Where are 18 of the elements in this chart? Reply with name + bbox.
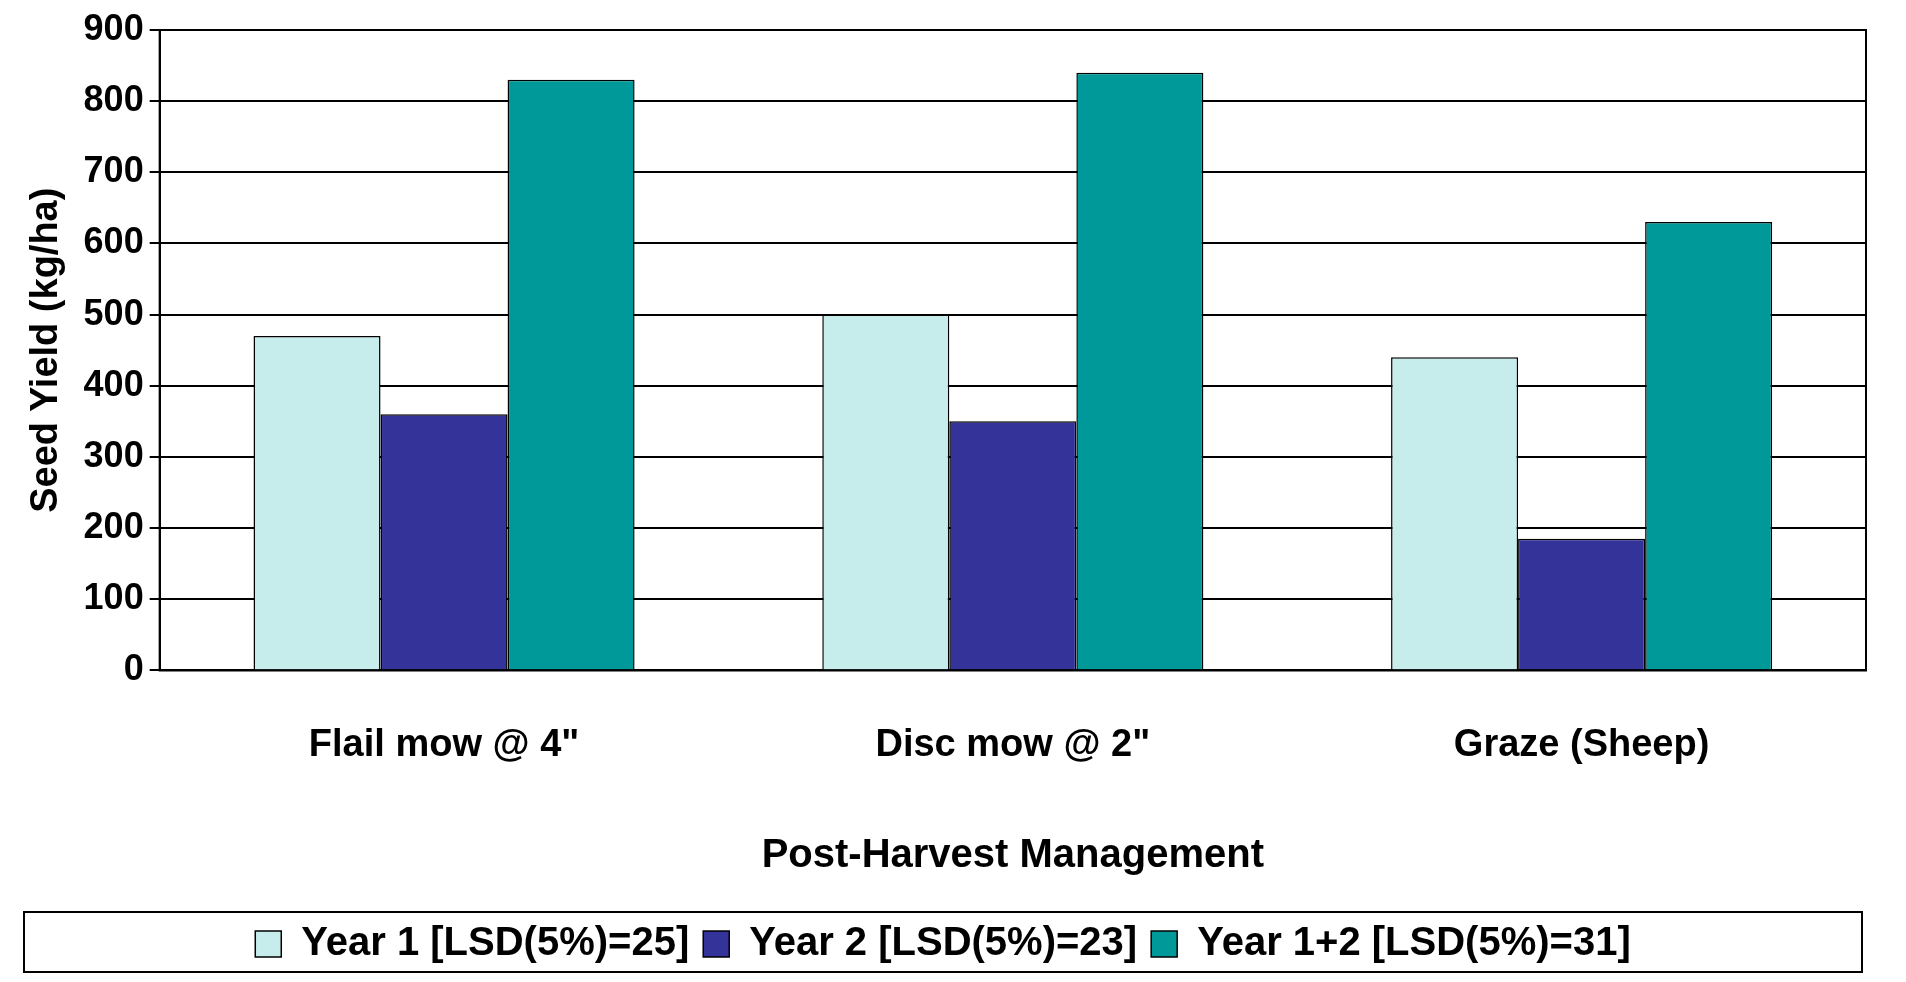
y-tick-label: 900 [83,6,144,48]
x-tick-label: Flail mow @ 4" [308,721,580,764]
y-tick-label: 600 [83,220,144,262]
legend-label: Year 2 [LSD(5%)=23] [749,919,1138,964]
x-tick-label: Disc mow @ 2" [875,721,1151,764]
x-tick-label: Graze (Sheep) [1453,721,1710,764]
y-tick-label: 200 [83,505,144,547]
y-tick-label: 300 [83,433,144,475]
legend-label: Year 1 [LSD(5%)=25] [301,919,690,964]
legend-label: Year 1+2 [LSD(5%)=31] [1197,919,1631,964]
x-axis-title: Post-Harvest Management [761,831,1265,876]
y-tick-label: 500 [83,291,144,333]
y-tick-label: 800 [83,78,144,120]
y-tick-label: 400 [83,362,144,404]
y-tick-label: 100 [83,576,144,618]
y-tick-label: 0 [123,647,144,689]
y-axis-title: Seed Yield (kg/ha) [23,187,66,513]
y-tick-label: 700 [83,149,144,191]
